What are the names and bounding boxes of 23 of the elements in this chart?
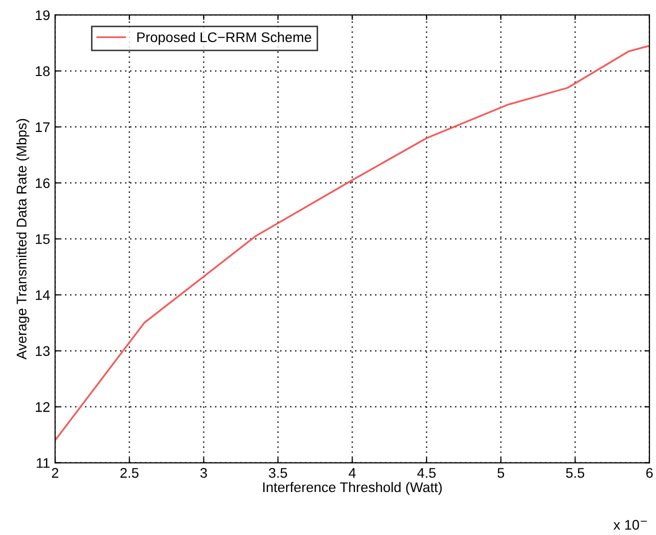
y-tick-label: 18 <box>36 66 50 76</box>
line-series <box>55 44 650 442</box>
x-tick-label: 6 <box>646 468 653 478</box>
y-tick-label: 12 <box>36 402 50 412</box>
y-tick-label: 16 <box>36 178 50 188</box>
y-tick-label: 11 <box>36 458 50 468</box>
y-tick-label: 19 <box>36 10 50 20</box>
text: x 10$^{−}$ <box>614 520 647 530</box>
x-tick-label: 3 <box>200 468 207 478</box>
x-tick-label: 5 <box>498 468 504 478</box>
y-tick-label: 14 <box>36 290 50 300</box>
x-axis-title: Interference Threshold (Watt) <box>263 482 442 495</box>
x-tick-label: 4 <box>348 468 356 478</box>
y-tick-label: 15 <box>36 234 50 244</box>
y-tick-label: 13 <box>36 346 50 356</box>
x-tick-label: 5.5 <box>566 468 584 478</box>
x-tick-label: 3.5 <box>268 468 288 478</box>
x-tick-label: 2 <box>52 468 58 478</box>
y-tick-label: 17 <box>36 122 50 132</box>
legend-label: Proposed LC−RRM Scheme <box>137 32 312 45</box>
x-tick-label: 2.5 <box>120 468 138 478</box>
y-axis-title: Average Transmitted Data Rate (Mbps) <box>16 119 30 360</box>
x-tick-label: 4.5 <box>417 468 436 478</box>
